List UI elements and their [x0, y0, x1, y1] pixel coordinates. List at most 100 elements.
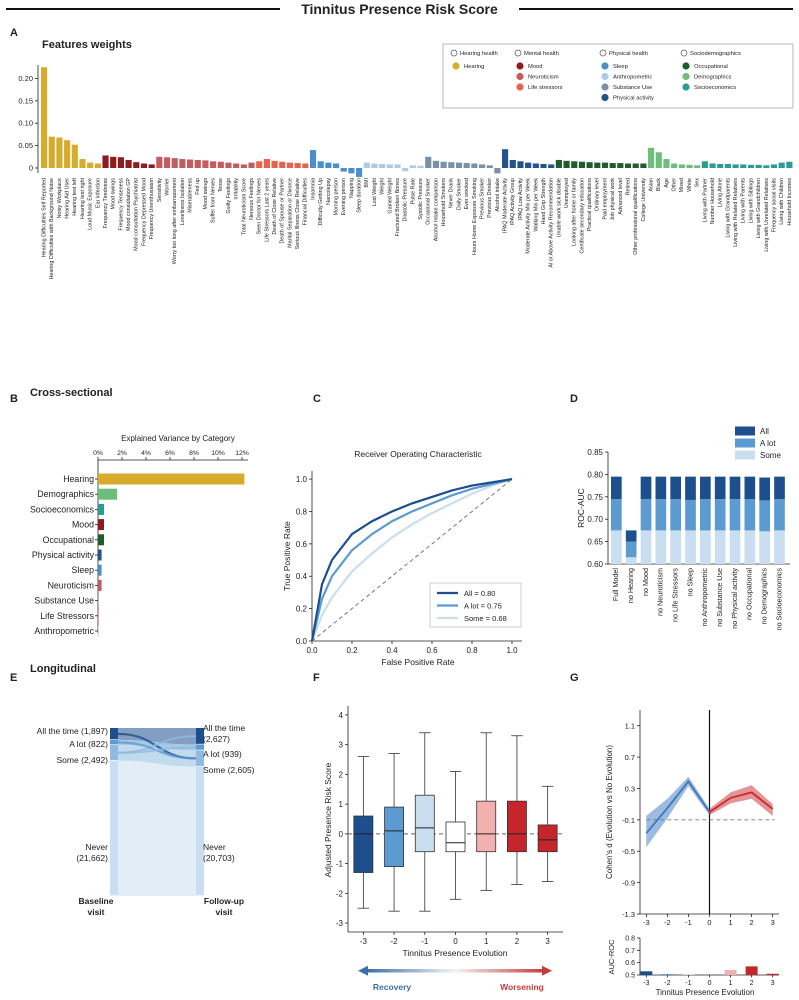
panel-a-feature-label: Ordinary level: [595, 178, 601, 211]
panel-a-feature-label: Difficulty Getting Up: [318, 178, 324, 226]
panel-g-x-tick-label: 2: [750, 918, 754, 927]
panel-g-auc-y-label: AUC-ROC: [607, 939, 616, 975]
panel-d-legend-label: Some: [760, 451, 781, 460]
legend-item-label: Anthropometric: [613, 75, 652, 81]
panel-a-feature-label: Lost Weight: [372, 178, 378, 207]
panel-g-auc-bar: [661, 974, 674, 975]
panel-a-feature-label: Frequency social visits: [771, 178, 777, 233]
panel-e-followup-title: Follow-up: [204, 896, 244, 906]
panel-a-feature-label: Living with Siblings: [748, 178, 754, 224]
panel-b-bar: [98, 579, 102, 591]
panel-a-bar: [509, 159, 516, 168]
panel-a-bar: [417, 165, 424, 168]
panel-d-category-label: no Sleep: [685, 568, 694, 596]
panel-a-feature-label: Moderate Activity Min per Week: [526, 178, 532, 254]
panel-g-y-tick-label: 0.7: [625, 753, 635, 762]
panel-d-bar-some: [685, 530, 696, 564]
panel-f-x-tick-label: 2: [515, 937, 520, 946]
legend-item-label: Occupational: [694, 64, 728, 70]
panel-e-baseline-label: A lot (822): [69, 739, 108, 749]
panel-e-baseline-title: Baseline: [79, 896, 114, 906]
panel-a-feature-label: Guilty Feelings: [226, 178, 232, 214]
panel-e-followup-node: [196, 728, 204, 744]
panel-a-feature-label: Noisy Workplace: [57, 178, 63, 218]
legend-swatch: [601, 72, 609, 81]
panel-b-x-tick-label: 6%: [165, 450, 175, 457]
panel-a-feature-label: Frequency Depressed Mood: [141, 178, 147, 246]
panel-a-feature-label: Never Drank: [449, 178, 455, 209]
panel-c-x-label: False Positive Rate: [381, 657, 454, 667]
panel-a-feature-label: Suffer from Nerves: [211, 178, 217, 223]
panel-c-x-tick-label: 0.6: [426, 646, 438, 655]
panel-b-x-tick-label: 10%: [211, 450, 225, 457]
panel-b-bar: [98, 625, 99, 637]
panel-d-legend-swatch: [735, 438, 755, 448]
panel-a-bar: [186, 159, 194, 168]
section-title-cross-sectional: Cross-sectional: [30, 387, 113, 399]
panel-a-bar: [171, 158, 178, 168]
panel-a-feature-label: Household Incomes: [787, 178, 793, 226]
panel-d-y-label: ROC-AUC: [576, 488, 586, 528]
panel-letter-F: F: [313, 672, 320, 684]
panel-d-bar-a-lot: [714, 499, 726, 531]
panel-d-bar-a-lot: [655, 499, 667, 531]
panel-a-feature-label: Retired: [625, 178, 631, 195]
panel-g-auc-bar: [640, 971, 653, 975]
legend-swatch: [516, 72, 524, 81]
panel-g-worsening-ci-band: [709, 785, 773, 816]
panel-a-feature-label: IPAQ Activity Group: [510, 178, 516, 225]
panel-a-bar: [371, 163, 378, 168]
panel-a-feature-label: Black: [656, 178, 662, 191]
panel-g-auc-bar: [766, 973, 779, 975]
panel-b-bar: [98, 549, 102, 561]
panel-g-y-tick-label: -0.5: [622, 847, 635, 856]
panel-a-bar: [294, 163, 301, 168]
panel-a-bar: [163, 157, 171, 168]
panel-a-y-tick-label: 0.20: [18, 74, 33, 83]
panel-a-bar: [225, 162, 232, 168]
panel-a-bar: [156, 156, 163, 168]
panel-a-feature-label: Hours Home Exposure Smoking: [472, 178, 478, 255]
panel-a-feature-label: Living Alone: [718, 178, 724, 207]
panel-a-feature-label: Practical qualifications: [587, 178, 593, 232]
panel-a-bar: [770, 164, 778, 168]
panel-a-bar: [694, 165, 701, 168]
panel-a-bar: [778, 162, 785, 168]
panel-c-title: Receiver Operating Characteristic: [354, 449, 482, 459]
panel-e-flow: [118, 760, 196, 896]
panel-a-feature-label: Hearing test left: [72, 178, 78, 216]
panel-d-bar-a-lot: [640, 499, 652, 531]
panel-d-bar-a-lot: [670, 499, 682, 531]
panel-a-feature-label: BMI: [364, 178, 370, 188]
panel-a-feature-label: Living with Children: [779, 178, 785, 225]
panel-d-bar-all: [640, 476, 652, 500]
panel-a-bar: [640, 163, 647, 168]
legend-item-label: Substance Use: [613, 85, 652, 91]
panel-a-bar: [617, 163, 624, 168]
panel-b-category-label: Hearing: [63, 474, 94, 484]
panel-a-feature-label: Living with Related Relatives: [733, 178, 739, 247]
panel-a-bar: [217, 161, 224, 168]
panel-e-followup-never-label: Never: [203, 842, 226, 852]
panel-f-box: [476, 800, 497, 853]
panel-d-y-tick-label: 0.80: [587, 470, 603, 479]
panel-b-category-label: Physical activity: [32, 550, 95, 560]
panel-e-followup-count: (2,627): [203, 734, 230, 744]
panel-b-category-label: Mood: [72, 520, 94, 530]
panel-a-feature-label: Job physical work: [610, 178, 616, 221]
panel-a-bar: [309, 150, 317, 168]
panel-g-y-tick-label: 1.1: [625, 722, 635, 731]
panel-d-bar-all: [670, 476, 682, 500]
panel-e-baseline-label: All the time (1,897): [37, 726, 109, 736]
panel-a-feature-label: Asian: [649, 178, 655, 192]
panel-a-bar: [340, 168, 347, 172]
panel-g-x-tick-label: 0: [707, 918, 711, 927]
panel-a-feature-label: Hand Grip Strength: [541, 178, 547, 224]
panel-d-y-tick-label: 0.70: [587, 515, 603, 524]
panel-d-bar-all: [714, 476, 726, 500]
legend-item-label: Physical activity: [613, 96, 654, 102]
panel-f-arrow-head-right: [542, 965, 552, 976]
panel-a-feature-label: Irritability: [234, 178, 240, 200]
legend-item-label: Life stressors: [528, 85, 563, 91]
panel-c-y-label: True Positive Rate: [282, 521, 292, 591]
